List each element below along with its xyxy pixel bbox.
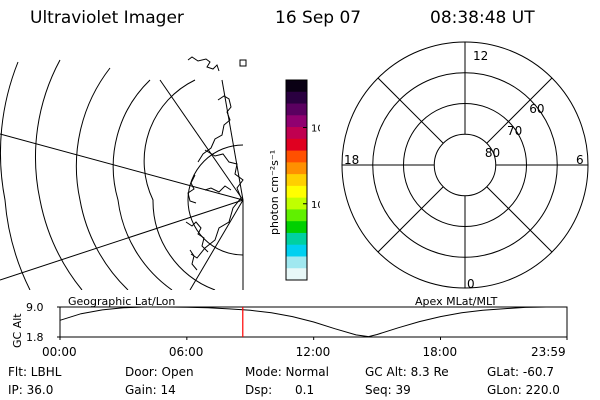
footer-mode: Mode: Normal [245, 365, 329, 379]
colorbar-swatch [286, 256, 307, 269]
meridian-6 [221, 79, 244, 201]
left-map-title: Geographic Lat/Lon [68, 295, 176, 308]
mlt-label: 12 [473, 49, 488, 63]
colorbar-swatch [286, 197, 307, 210]
y-axis-label: GC Alt [11, 313, 24, 348]
footer-seq: Seq: 39 [365, 383, 411, 397]
colorbar-swatch [286, 127, 307, 140]
footer-filter: Flt: LBHL [8, 365, 62, 379]
gc-alt-series-line [59, 306, 567, 338]
colorbar: 100 10 photon cm⁻²s⁻¹ [268, 79, 320, 281]
geographic-map [0, 56, 247, 290]
colorbar-swatch [286, 174, 307, 187]
mlt-label: 6 [576, 153, 584, 167]
colorbar-swatch [286, 185, 307, 199]
lat-arc-6 [0, 61, 31, 290]
lat-label: 80 [485, 146, 500, 160]
mlt-label: 18 [344, 153, 359, 167]
colorbar-swatch [286, 91, 307, 105]
meridian-4 [189, 199, 244, 290]
lat-arc-2 [143, 79, 216, 290]
date-label: 16 Sep 07 [275, 8, 362, 28]
mlt-label: 0 [467, 277, 475, 291]
footer-dsp: Dsp: 0.1 [245, 383, 315, 397]
colorbar-swatch [286, 209, 307, 222]
altitude-chart: GC Alt 9.0 1.8 [11, 301, 568, 348]
colorbar-swatch [286, 162, 307, 175]
x-tick-label: 23:59 [531, 345, 566, 359]
x-tick-label: 00:00 [42, 345, 77, 359]
colorbar-swatch [286, 138, 307, 152]
footer-gc-alt: GC Alt: 8.3 Re [365, 365, 449, 379]
footer-glat: GLat: -60.7 [487, 365, 554, 379]
mlt-spoke [486, 186, 553, 253]
lat-arc-1 [187, 144, 244, 256]
footer-gain: Gain: 14 [125, 383, 176, 397]
colorbar-swatch [286, 232, 307, 246]
colorbar-swatch [286, 115, 307, 128]
lat-circle-80 [433, 133, 497, 197]
footer-glon: GLon: 220.0 [487, 383, 560, 397]
y-tick-label: 9.0 [26, 301, 44, 314]
footer-ip: IP: 36.0 [8, 383, 54, 397]
colorbar-swatch [286, 150, 307, 163]
x-tick-label: 18:00 [422, 345, 458, 359]
meridian-1 [0, 133, 244, 201]
colorbar-swatch [286, 244, 307, 257]
colorbar-swatch [286, 221, 307, 234]
mlt-spoke [486, 77, 553, 144]
polar-plot: 12 6 18 0 60 70 80 [341, 41, 589, 291]
colorbar-swatch [286, 268, 307, 281]
coastline [185, 56, 247, 271]
mlt-spoke [377, 186, 444, 253]
y-tick-label: 1.8 [26, 331, 44, 344]
time-label: 08:38:48 UT [430, 8, 535, 28]
footer-door: Door: Open [125, 365, 194, 379]
colorbar-swatch [286, 103, 307, 116]
colorbar-tick-label: 10 [311, 200, 320, 211]
instrument-title: Ultraviolet Imager [30, 8, 184, 28]
meridian-2 [0, 199, 244, 281]
lat-arc-5 [34, 59, 83, 290]
lat-label: 60 [529, 102, 544, 116]
lat-arc-4 [75, 67, 129, 290]
mlt-spoke [377, 77, 444, 144]
right-map-title: Apex MLat/MLT [415, 295, 498, 308]
lat-label: 70 [507, 124, 522, 138]
lat-arc-3 [112, 79, 173, 290]
colorbar-unit-label: photon cm⁻²s⁻¹ [268, 150, 281, 235]
colorbar-tick-label: 100 [311, 124, 320, 135]
colorbar-swatch [286, 80, 307, 93]
x-tick-label: 06:00 [168, 345, 204, 359]
x-tick-label: 12:00 [295, 345, 331, 359]
meridian-5 [159, 79, 244, 201]
